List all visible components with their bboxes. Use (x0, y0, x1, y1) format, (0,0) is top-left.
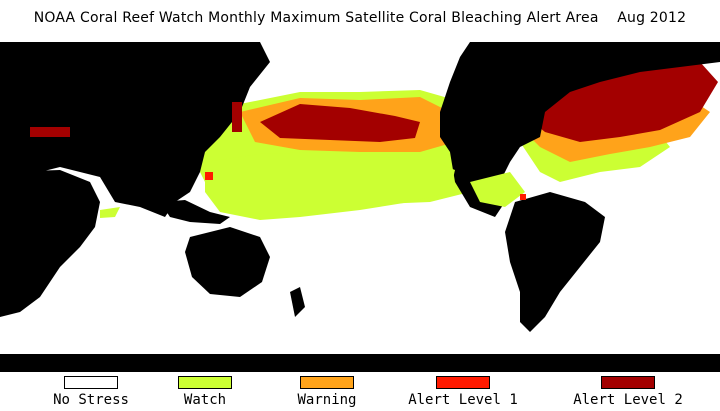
indonesia-islands (160, 200, 230, 224)
legend-item-no-stress: No Stress (36, 376, 146, 408)
antarctica-landmass (0, 354, 720, 372)
south-america-landmass (505, 192, 605, 332)
japan-alert-level-2 (232, 102, 242, 132)
legend-label-warning: Warning (297, 392, 357, 408)
map-title: NOAA Coral Reef Watch Monthly Maximum Sa… (33, 10, 687, 26)
central-america-alert-level-1 (520, 194, 526, 200)
south-pacific-watch-patch (100, 207, 120, 218)
caribbean-watch-area (470, 172, 525, 207)
philippines-alert-level-1 (205, 172, 213, 180)
legend-swatch-alert-level-1 (436, 376, 490, 389)
australia-landmass (185, 227, 270, 297)
legend-label-no-stress: No Stress (53, 392, 129, 408)
land-layer (0, 42, 720, 372)
north-pacific-alert-level-2 (260, 104, 420, 142)
legend-swatch-no-stress (64, 376, 118, 389)
mediterranean-alert-level-2 (30, 127, 70, 137)
legend-item-warning: Warning (272, 376, 382, 408)
legend-swatch-warning (300, 376, 354, 389)
west-pacific-watch-area (205, 152, 455, 220)
bleaching-alert-map (0, 42, 720, 372)
legend-label-alert-level-1: Alert Level 1 (408, 392, 518, 408)
africa-landmass (0, 170, 100, 317)
new-zealand-islands (290, 287, 305, 317)
legend-item-watch: Watch (150, 376, 260, 408)
eurasia-landmass (0, 42, 270, 217)
legend-item-alert-level-2: Alert Level 2 (573, 376, 683, 408)
legend-label-alert-level-2: Alert Level 2 (573, 392, 683, 408)
legend-swatch-alert-level-2 (601, 376, 655, 389)
tropical-stress-layer (100, 152, 525, 220)
alert-hotspots (30, 102, 526, 200)
legend: No Stress Watch Warning Alert Level 1 Al… (0, 376, 720, 411)
legend-label-watch: Watch (183, 392, 227, 408)
legend-swatch-watch (178, 376, 232, 389)
north-america-landmass (440, 42, 720, 217)
legend-item-alert-level-1: Alert Level 1 (408, 376, 518, 408)
